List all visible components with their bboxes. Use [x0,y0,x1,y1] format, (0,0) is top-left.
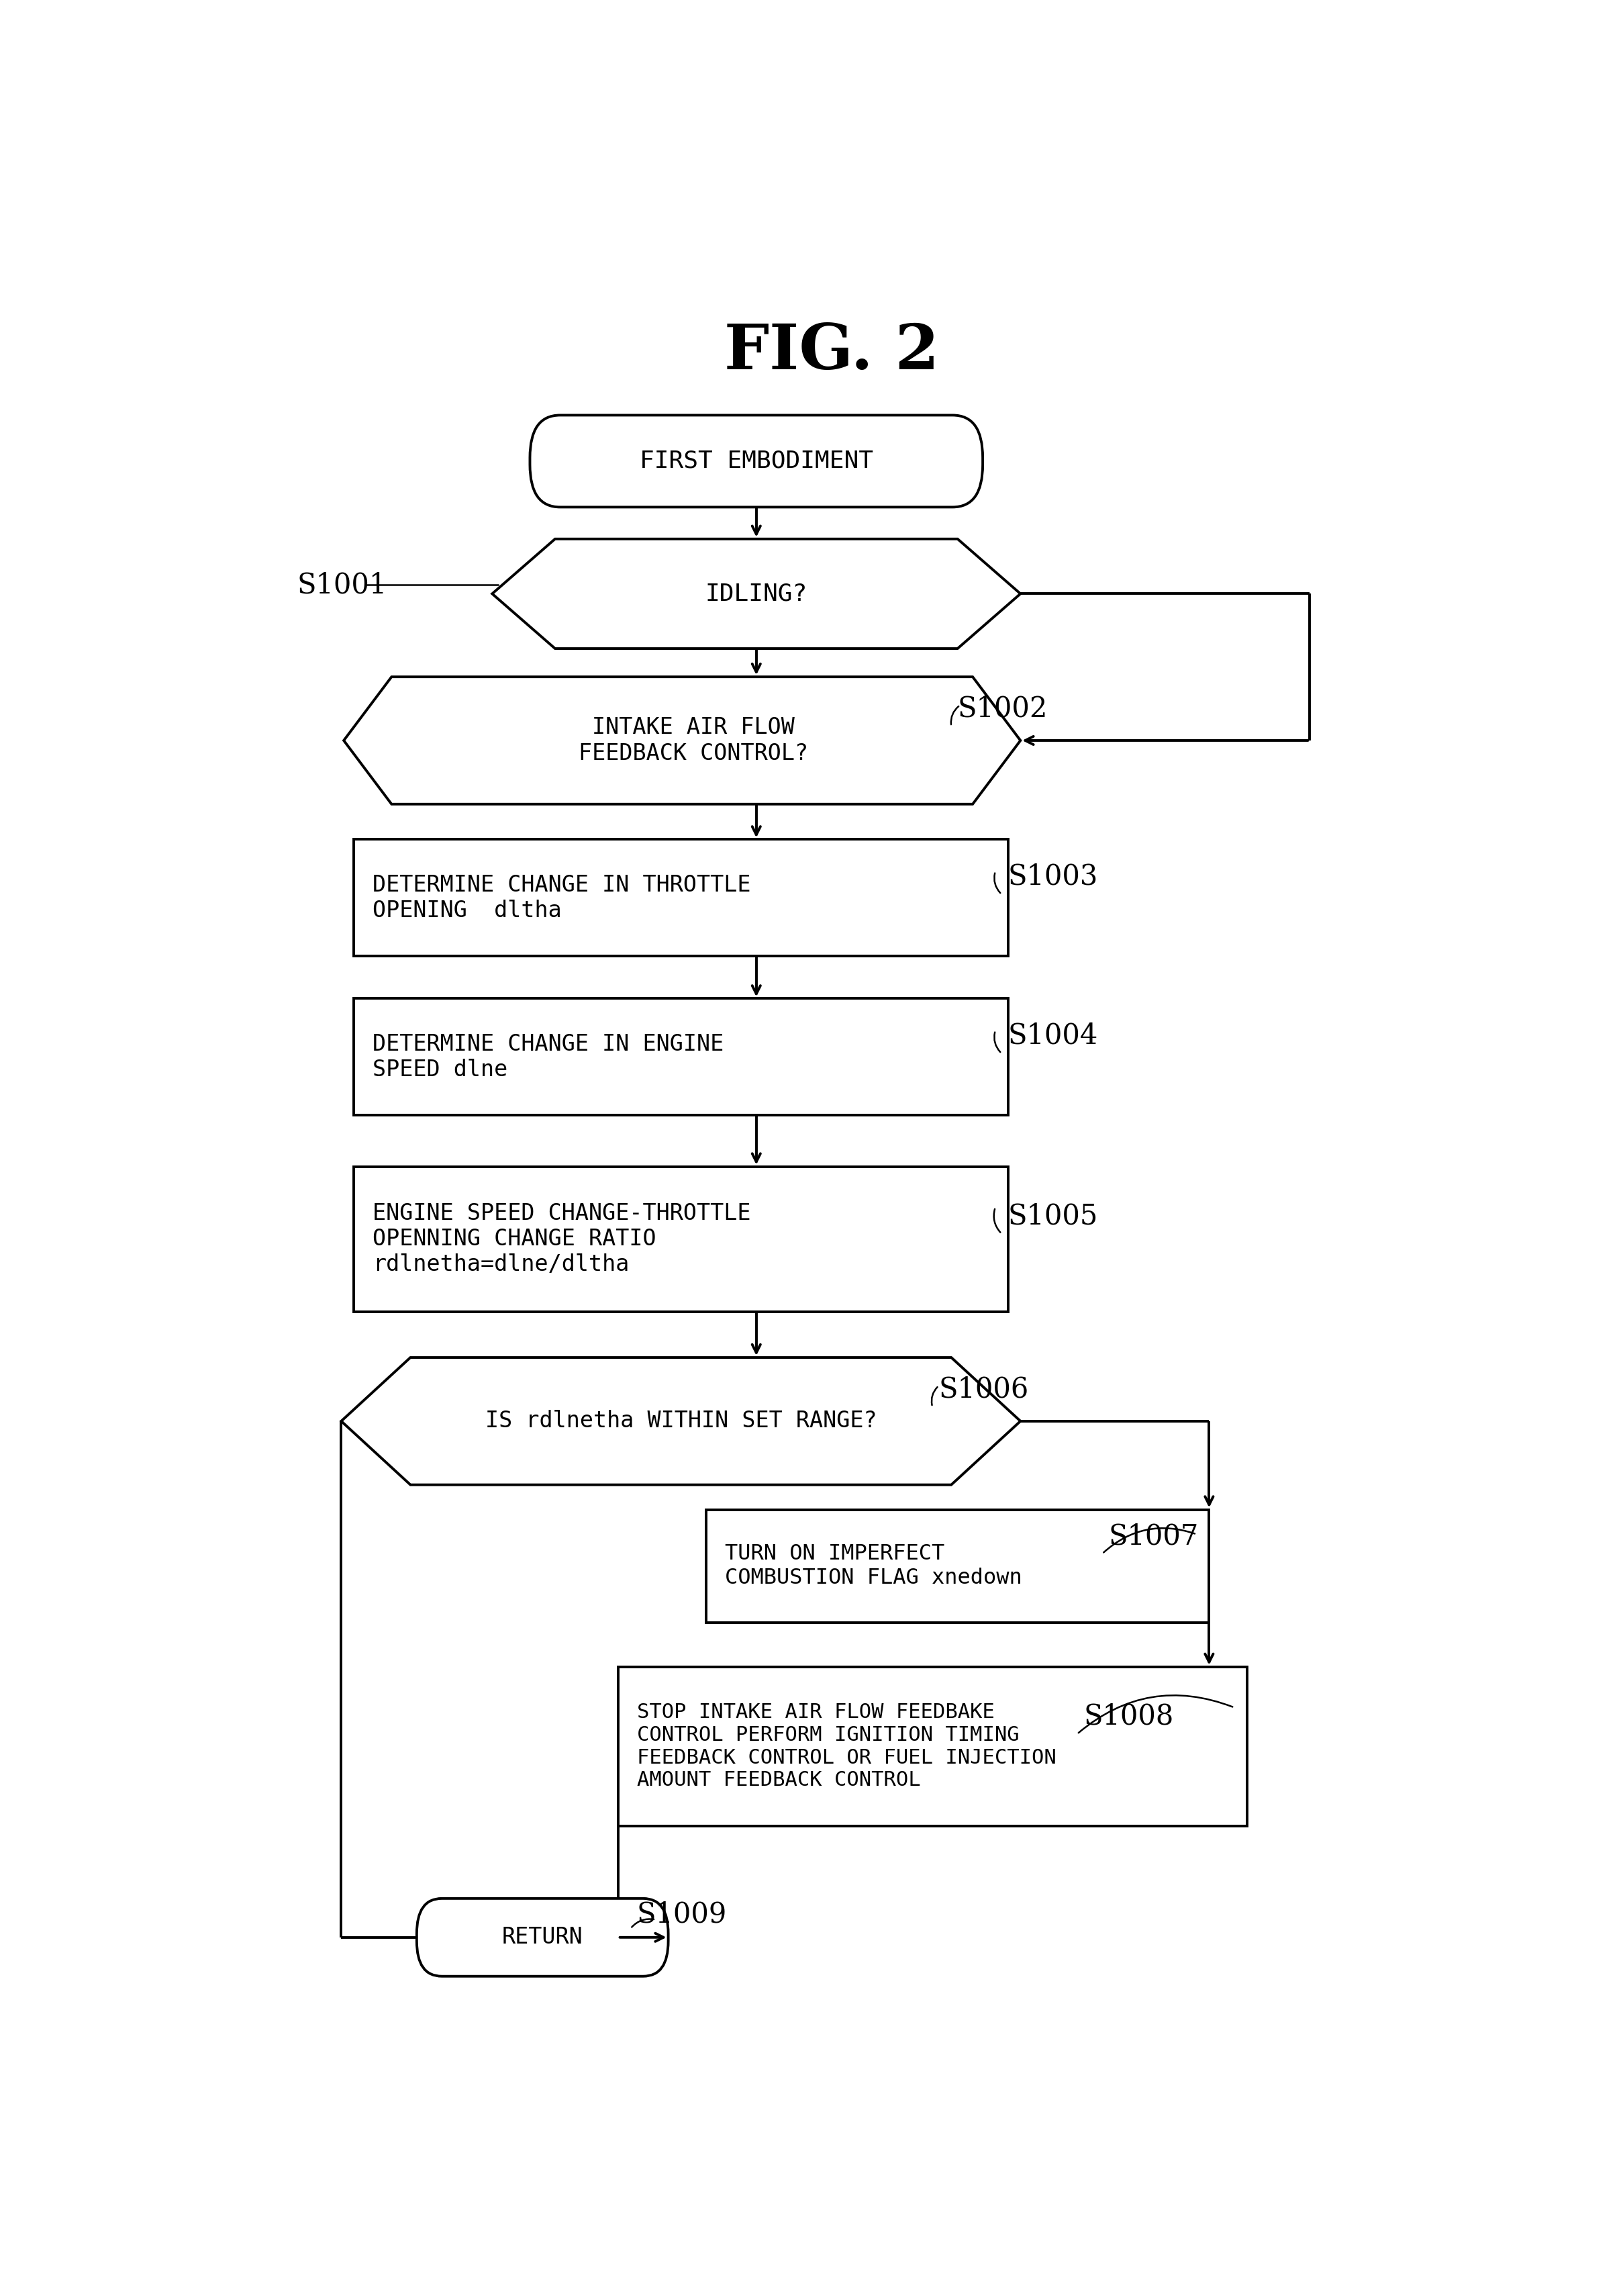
Text: TURN ON IMPERFECT
COMBUSTION FLAG xnedown: TURN ON IMPERFECT COMBUSTION FLAG xnedow… [725,1543,1022,1589]
Text: STOP INTAKE AIR FLOW FEEDBAKE
CONTROL PERFORM IGNITION TIMING
FEEDBACK CONTROL O: STOP INTAKE AIR FLOW FEEDBAKE CONTROL PE… [636,1704,1057,1791]
Text: S1006: S1006 [938,1375,1029,1403]
Text: ENGINE SPEED CHANGE-THROTTLE
OPENNING CHANGE RATIO
rdlnetha=dlne/dltha: ENGINE SPEED CHANGE-THROTTLE OPENNING CH… [373,1203,751,1277]
Text: S1008: S1008 [1084,1701,1173,1731]
Polygon shape [492,540,1021,647]
Text: RETURN: RETURN [502,1926,583,1949]
Text: S1002: S1002 [958,696,1048,723]
Text: FIRST EMBODIMENT: FIRST EMBODIMENT [639,450,873,473]
Bar [354,1166,1008,1311]
Text: FIG. 2: FIG. 2 [724,321,940,381]
Text: DETERMINE CHANGE IN ENGINE
SPEED dlne: DETERMINE CHANGE IN ENGINE SPEED dlne [373,1033,724,1081]
FancyBboxPatch shape [529,416,984,507]
Text: S1009: S1009 [636,1901,727,1929]
Polygon shape [341,1357,1021,1486]
Text: DETERMINE CHANGE IN THROTTLE
OPENING  dltha: DETERMINE CHANGE IN THROTTLE OPENING dlt… [373,875,751,921]
Text: S1004: S1004 [1008,1022,1099,1049]
Bar [618,1667,1246,1825]
Text: S1007: S1007 [1109,1522,1199,1550]
Text: S1001: S1001 [297,572,388,599]
Bar [354,840,1008,955]
FancyBboxPatch shape [417,1899,669,1977]
Polygon shape [344,677,1021,804]
Bar [706,1508,1209,1623]
Bar [354,999,1008,1116]
Text: INTAKE AIR FLOW
FEEDBACK CONTROL?: INTAKE AIR FLOW FEEDBACK CONTROL? [579,716,808,765]
Text: IS rdlnetha WITHIN SET RANGE?: IS rdlnetha WITHIN SET RANGE? [485,1410,876,1433]
Text: IDLING?: IDLING? [706,583,807,606]
Text: S1003: S1003 [1008,863,1099,891]
Text: S1005: S1005 [1008,1201,1099,1231]
